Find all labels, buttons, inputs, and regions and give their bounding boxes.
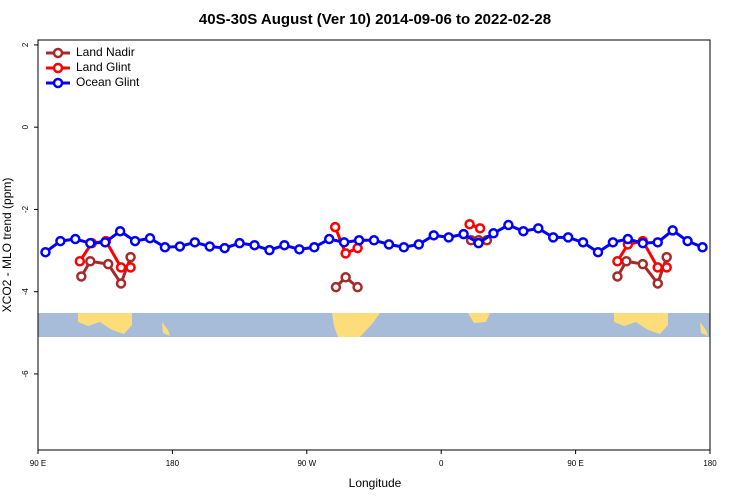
legend-label: Land Nadir (76, 45, 135, 59)
point (338, 237, 350, 248)
point (398, 242, 410, 253)
y-tick-label: -2 (21, 205, 30, 213)
point (144, 232, 156, 244)
point (547, 232, 559, 243)
y-axis-label: XCO2 - MLO trend (ppm) (0, 178, 14, 313)
point (682, 235, 693, 247)
point (249, 239, 260, 251)
point (443, 232, 454, 243)
y-tick-label: -4 (21, 288, 30, 296)
point (40, 246, 51, 258)
point (309, 242, 320, 253)
point (413, 239, 425, 250)
legend-marker (52, 62, 64, 74)
point (279, 239, 290, 251)
point (533, 223, 544, 234)
point (85, 237, 96, 249)
point (637, 258, 649, 270)
point (607, 237, 619, 248)
point (652, 262, 663, 273)
point (159, 242, 171, 253)
point (330, 281, 342, 293)
point (264, 244, 275, 256)
point (129, 235, 141, 247)
point (577, 237, 589, 248)
plot-frame (37, 39, 711, 451)
point (352, 281, 363, 293)
map-strip (38, 313, 710, 337)
y-tick-label: 2 (21, 42, 30, 47)
point (621, 255, 632, 267)
point (329, 221, 341, 233)
point (592, 246, 604, 258)
point (428, 230, 439, 241)
point (114, 225, 126, 237)
legend-marker (52, 77, 64, 89)
point (353, 235, 365, 246)
point (76, 271, 87, 282)
legend-label: Ocean Glint (76, 75, 140, 89)
point (323, 233, 335, 245)
point (661, 262, 672, 273)
point (473, 237, 484, 249)
point (612, 255, 623, 267)
point (383, 239, 395, 250)
point (612, 271, 623, 282)
point (474, 223, 486, 234)
x-tick-label: 0 (439, 459, 444, 468)
point (234, 237, 245, 249)
x-tick-label: 90 E (567, 459, 583, 468)
y-tick-label: -6 (21, 370, 30, 378)
point (174, 241, 186, 252)
x-tick-label: 90 E (30, 459, 46, 468)
point (652, 237, 663, 248)
point (55, 235, 66, 247)
point (204, 241, 215, 252)
chart-title: 40S-30S August (Ver 10) 2014-09-06 to 20… (199, 11, 551, 28)
point (219, 242, 230, 254)
point (115, 278, 127, 289)
point (458, 228, 469, 240)
point (99, 237, 111, 248)
point (102, 258, 114, 270)
y-tick-label: 0 (21, 124, 30, 129)
point (667, 225, 678, 236)
point (294, 244, 305, 255)
point (464, 218, 475, 230)
point (661, 251, 672, 263)
point (518, 225, 529, 237)
point (74, 255, 86, 267)
x-axis-label: Longitude (349, 476, 402, 490)
point (125, 251, 136, 263)
point (125, 262, 136, 273)
x-tick-label: 180 (703, 459, 717, 468)
legend-label: Land Glint (76, 60, 131, 74)
point (368, 235, 380, 246)
point (488, 228, 499, 239)
point (637, 237, 649, 249)
point (115, 262, 127, 273)
point (562, 232, 574, 243)
x-tick-label: 90 W (297, 459, 316, 468)
point (189, 237, 201, 248)
point (340, 248, 351, 259)
point (652, 278, 663, 289)
point (503, 219, 514, 231)
point (622, 233, 634, 245)
legend-marker (52, 47, 64, 59)
x-tick-label: 180 (166, 459, 180, 468)
point (70, 233, 81, 245)
point (340, 272, 351, 283)
point (697, 242, 708, 253)
point (85, 255, 96, 267)
